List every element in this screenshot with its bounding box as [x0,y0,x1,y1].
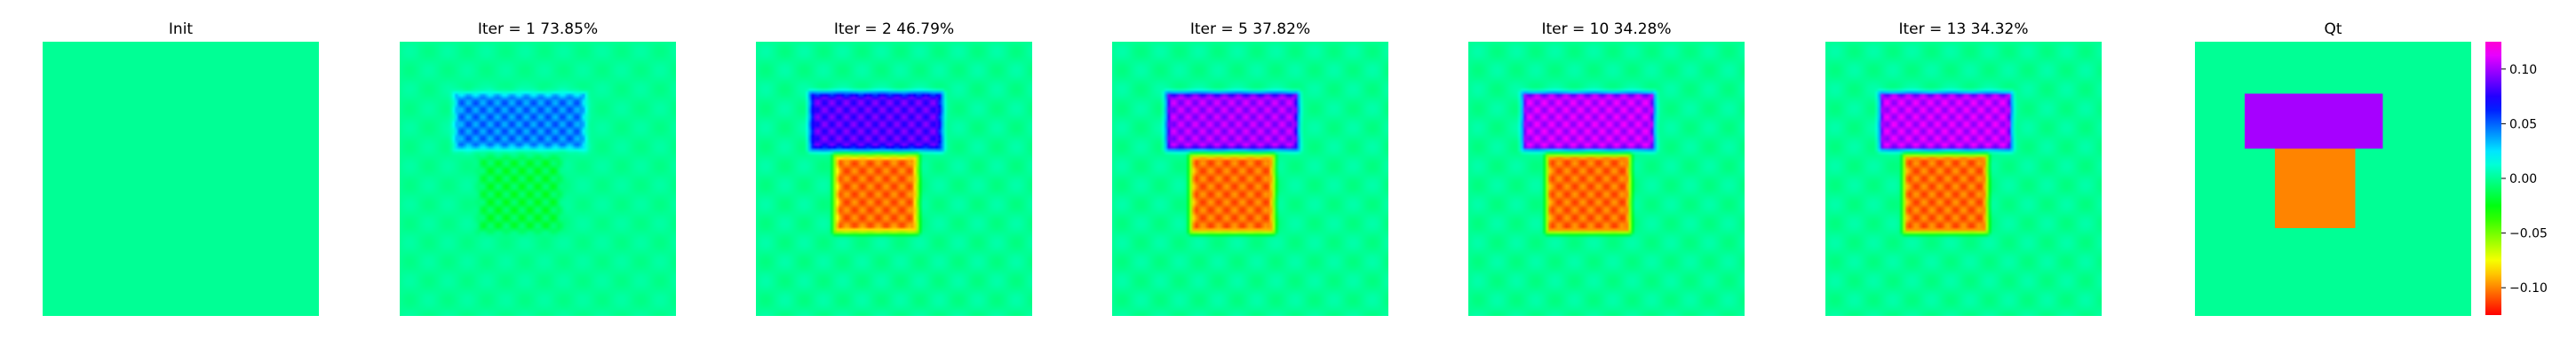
heatmap-image [1468,42,1745,316]
panel-title: Iter = 1 73.85% [478,20,598,38]
panel-title: Iter = 10 34.28% [1541,20,1671,38]
colorbar-tick-label: −0.05 [2509,227,2548,241]
heatmap-panel: Qt [2195,20,2471,316]
colorbar-tick-label: −0.10 [2509,281,2548,296]
colorbar-ticks: 0.10 0.05 0.00 −0.05 −0.10 [2501,63,2548,296]
heatmap-image [1112,42,1388,316]
heatmap-panel: Iter = 1 73.85% [400,20,676,316]
heatmap-image [756,42,1032,316]
panel-title: Qt [2324,20,2341,38]
heatmap-panel: Iter = 13 34.32% [1825,20,2102,316]
panel-title: Init [169,20,194,38]
colorbar-gradient [2485,42,2501,315]
heatmap-panel: Iter = 10 34.28% [1468,20,1745,316]
heatmap-panel: Iter = 2 46.79% [756,20,1032,316]
heatmap-image [2195,42,2471,316]
panel-title: Iter = 5 37.82% [1190,20,1310,38]
colorbar: 0.10 0.05 0.00 −0.05 −0.10 [2485,42,2548,315]
panel-title: Iter = 2 46.79% [834,20,954,38]
heatmap-panel: Iter = 5 37.82% [1112,20,1388,316]
panels: Init Iter = 1 73.85% Iter = 2 46.79% Iter =… [43,20,2471,316]
colorbar-tick-label: 0.05 [2509,117,2537,131]
panel-title: Iter = 13 34.32% [1898,20,2028,38]
heatmap-panel: Init [43,20,319,316]
colorbar-tick-label: 0.00 [2509,172,2537,186]
heatmap-image [43,42,319,316]
heatmap-image [1825,42,2102,316]
colorbar-tick-label: 0.10 [2509,63,2537,77]
heatmap-image [400,42,676,316]
